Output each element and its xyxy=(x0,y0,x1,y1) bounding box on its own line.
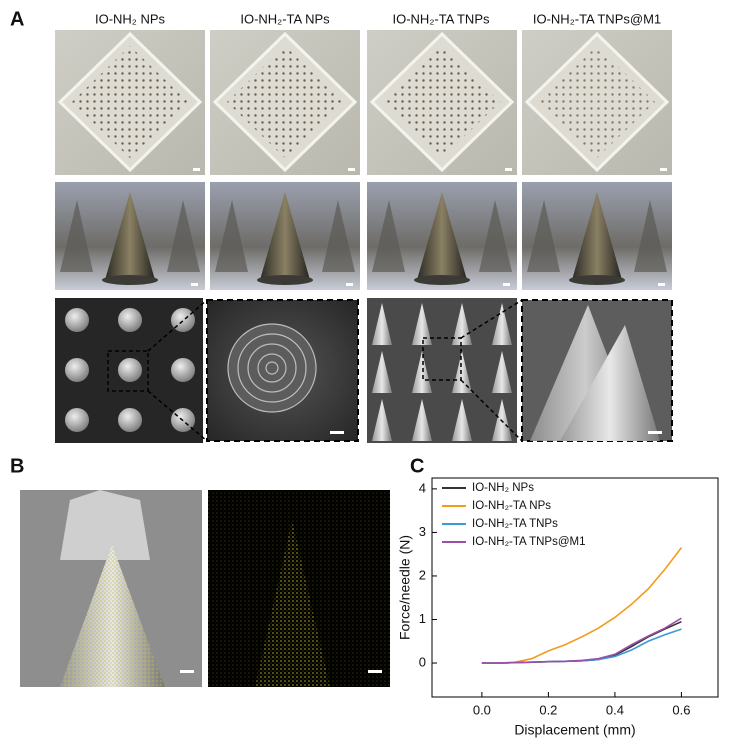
side-needle xyxy=(634,200,667,272)
needle-array xyxy=(539,46,655,158)
zoom-line xyxy=(460,379,523,442)
side-needle xyxy=(60,200,93,272)
y-tick-label: 0 xyxy=(419,654,426,669)
sem-needle xyxy=(452,351,472,393)
sem-needle xyxy=(118,408,142,432)
data-line xyxy=(481,547,683,664)
sem-needle xyxy=(412,303,432,345)
needle-base xyxy=(414,275,470,285)
needle-array xyxy=(72,46,188,158)
needle xyxy=(260,192,310,280)
sem-needle xyxy=(412,351,432,393)
scale-bar xyxy=(193,168,200,171)
panel-label: C xyxy=(410,455,424,477)
legend-label: IO-NH₂-TA TNPs xyxy=(472,518,558,530)
needle xyxy=(572,192,622,280)
scale-bar xyxy=(330,431,344,434)
sem-needle xyxy=(118,358,142,382)
side-needle xyxy=(215,200,248,272)
side-needle xyxy=(479,200,512,272)
needle xyxy=(417,192,467,280)
x-axis-label: Displacement (mm) xyxy=(514,722,635,738)
sem-image xyxy=(367,298,517,443)
legend-label: IO-NH₂ NPs xyxy=(472,482,534,494)
column-header: IO-NH₂-TA TNPs xyxy=(392,11,490,26)
scale-bar xyxy=(505,168,512,171)
x-tick-label: 0.4 xyxy=(606,702,624,717)
side-needle xyxy=(322,200,355,272)
line-chart: 0.0 0.2 0.4 0.6 0 1 2 3 4 Displacement (mm) Force/… xyxy=(397,477,719,738)
data-line xyxy=(481,617,682,664)
scale-bar xyxy=(660,168,667,171)
eds-needle xyxy=(255,520,330,687)
zoom-line xyxy=(147,299,208,352)
sem-needle xyxy=(60,490,150,560)
scale-bar xyxy=(648,431,662,434)
sem-needle xyxy=(492,303,512,345)
panel-label: A xyxy=(10,8,24,30)
column-header: IO-NH₂-TA TNPs@M1 xyxy=(533,11,661,26)
scale-bar xyxy=(348,168,355,171)
sem-needle xyxy=(412,399,432,441)
data-line xyxy=(481,620,682,664)
sem-needle xyxy=(372,303,392,345)
scale-bar xyxy=(346,283,353,286)
eds-overlay xyxy=(60,545,165,687)
sem-ring xyxy=(265,361,279,375)
side-needle xyxy=(527,200,560,272)
sem-needle xyxy=(171,358,195,382)
legend-label: IO-NH₂-TA NPs xyxy=(472,500,551,512)
scale-bar xyxy=(191,283,198,286)
sem-ring xyxy=(247,343,297,393)
scale-bar xyxy=(658,283,665,286)
x-tick-label: 0.0 xyxy=(473,702,491,717)
y-axis-label: Force/needle (N) xyxy=(397,535,413,640)
needle-base xyxy=(569,275,625,285)
sem-needle xyxy=(372,351,392,393)
side-needle xyxy=(167,200,200,272)
y-tick-label: 1 xyxy=(419,611,426,626)
sem-needle xyxy=(452,399,472,441)
x-tick-label: 0.2 xyxy=(539,702,557,717)
sem-needle xyxy=(452,303,472,345)
sem-ring xyxy=(257,353,287,383)
sem-ring xyxy=(237,333,307,403)
column-header: IO-NH₂ NPs xyxy=(95,11,166,26)
scale-bar xyxy=(503,283,510,286)
sem-needle xyxy=(118,308,142,332)
zoom-box xyxy=(422,337,462,381)
legend-label: IO-NH₂-TA TNPs@M1 xyxy=(472,536,585,548)
y-tick-label: 2 xyxy=(419,567,426,582)
sem-needle xyxy=(560,325,660,441)
zoom-line xyxy=(460,299,523,339)
sem-needle xyxy=(65,308,89,332)
sem-ring xyxy=(227,323,317,413)
y-tick-label: 4 xyxy=(419,480,426,495)
scale-bar xyxy=(368,670,382,673)
sem-needle xyxy=(65,408,89,432)
side-needle xyxy=(372,200,405,272)
needle-base xyxy=(257,275,313,285)
plot-frame xyxy=(431,477,719,698)
image-panels xyxy=(20,30,673,687)
sem-needle xyxy=(171,308,195,332)
y-tick-label: 3 xyxy=(419,524,426,539)
panel-label: B xyxy=(10,455,24,477)
sem-needle xyxy=(65,358,89,382)
sem-needle xyxy=(492,351,512,393)
needle-array xyxy=(384,46,500,158)
scale-bar xyxy=(180,670,194,673)
sem-needle xyxy=(372,399,392,441)
x-tick-label: 0.6 xyxy=(672,702,690,717)
column-header: IO-NH₂-TA NPs xyxy=(240,11,330,26)
needle-base xyxy=(102,275,158,285)
zoom-line xyxy=(147,390,208,442)
needle-array xyxy=(227,46,343,158)
zoom-box xyxy=(107,350,149,392)
needle xyxy=(105,192,155,280)
